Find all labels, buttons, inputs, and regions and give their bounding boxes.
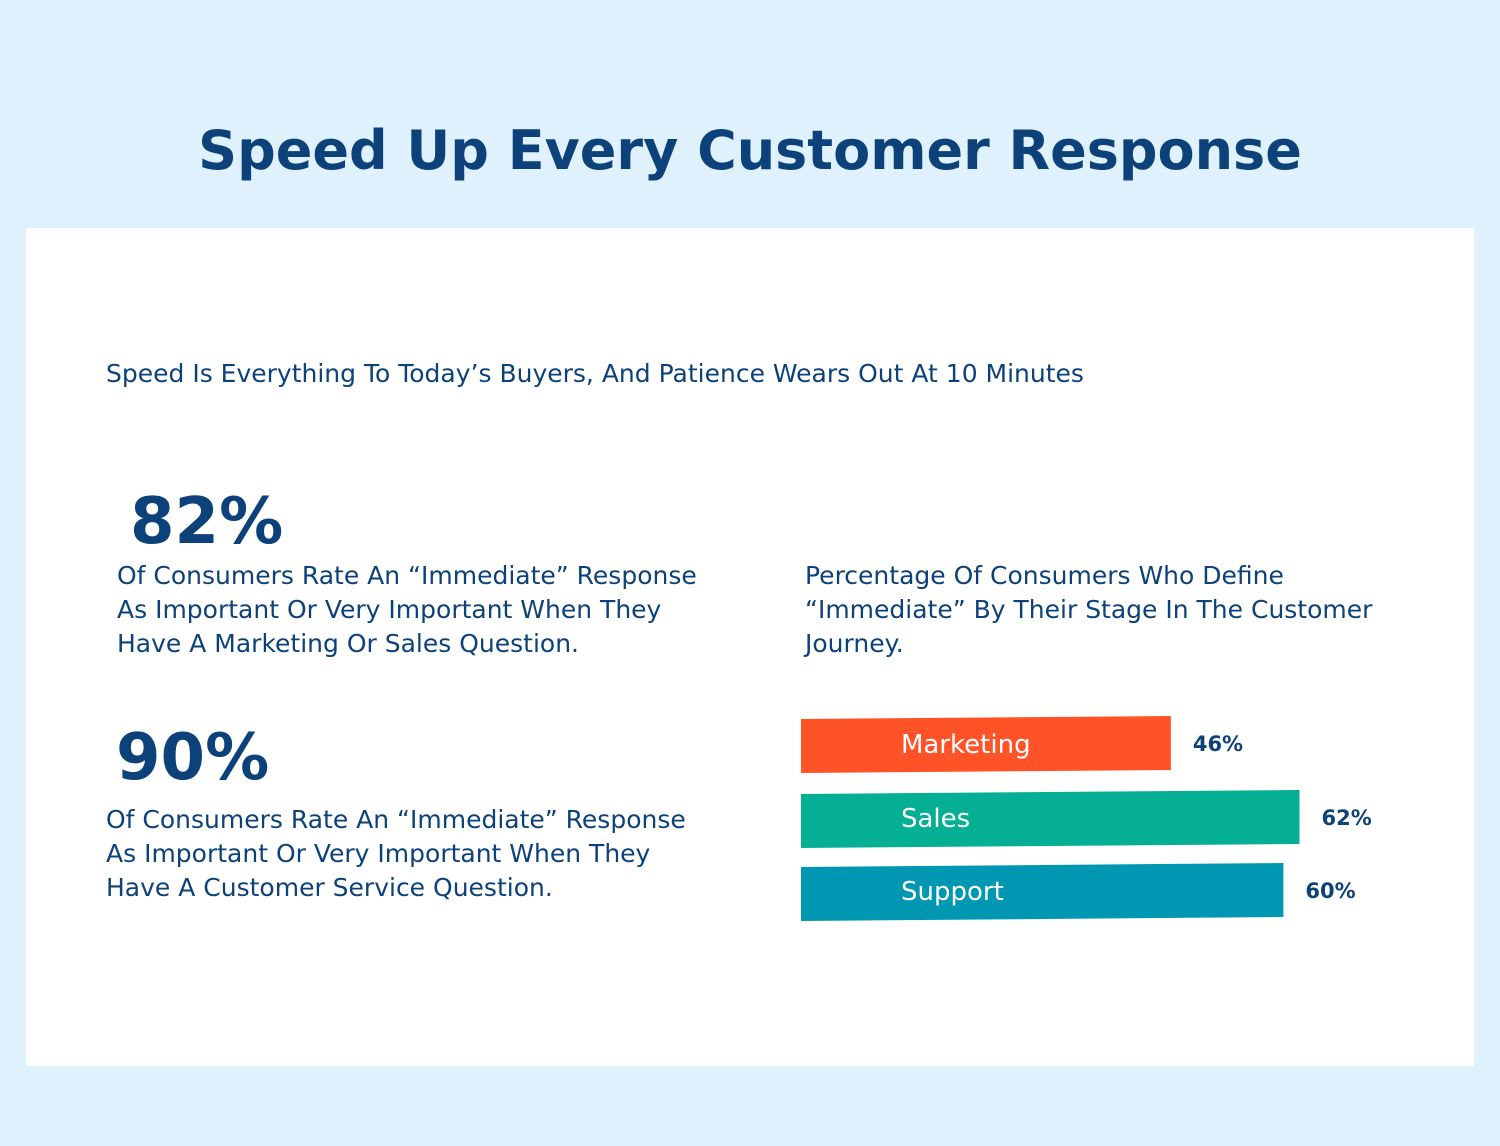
stat-description-customer-service: Of Consumers Rate An “Immediate” Respons… bbox=[106, 805, 686, 902]
bar-support bbox=[801, 863, 1284, 921]
stat-description-marketing-sales: Of Consumers Rate An “Immediate” Respons… bbox=[117, 561, 697, 658]
bar-marketing bbox=[801, 716, 1171, 773]
bar-label-marketing: Marketing bbox=[901, 730, 1031, 760]
data-label-support: 60% bbox=[1305, 879, 1355, 903]
intro-text: Speed Is Everything To Today’s Buyers, A… bbox=[106, 359, 1084, 388]
stat-value-marketing-sales: 82% bbox=[130, 485, 284, 559]
bar-sales bbox=[801, 790, 1300, 848]
page-title: Speed Up Every Customer Response bbox=[198, 119, 1302, 183]
bar-label-support: Support bbox=[901, 877, 1004, 907]
data-label-marketing: 46% bbox=[1193, 732, 1243, 756]
content-card bbox=[26, 228, 1474, 1066]
stat-value-customer-service: 90% bbox=[116, 721, 270, 795]
chart-title: Percentage Of Consumers Who Define “Imme… bbox=[805, 561, 1373, 658]
data-label-sales: 62% bbox=[1321, 806, 1371, 830]
bar-label-sales: Sales bbox=[901, 804, 970, 834]
